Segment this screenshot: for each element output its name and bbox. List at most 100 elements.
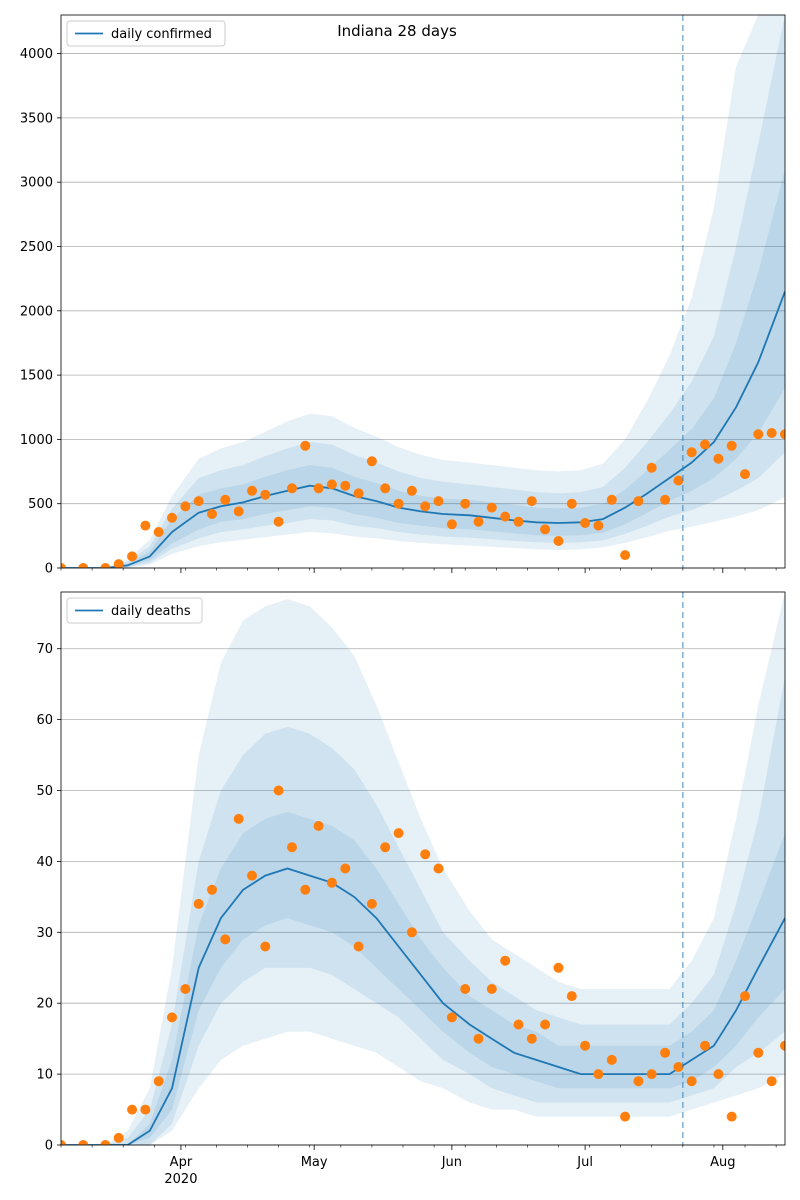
axes-frame	[60, 14, 786, 569]
observed-point	[406, 927, 417, 938]
y-tick-label: 4000	[20, 47, 53, 62]
legend: daily deaths	[66, 597, 203, 624]
observed-point	[473, 1033, 484, 1044]
observed-point	[580, 1040, 591, 1051]
observed-point	[553, 536, 564, 546]
y-tick-label: 500	[28, 497, 53, 512]
observed-point	[313, 821, 324, 831]
observed-point	[686, 447, 697, 458]
observed-point	[380, 483, 391, 494]
observed-point	[460, 984, 471, 994]
axes-frame	[60, 591, 786, 1146]
observed-point	[207, 884, 217, 895]
observed-point	[673, 1062, 684, 1072]
median-line	[61, 867, 785, 1145]
observed-point	[446, 519, 457, 530]
observed-point	[393, 498, 404, 509]
observed-point	[620, 1111, 631, 1122]
y-tick-label: 1000	[20, 433, 53, 448]
observed-point	[127, 1104, 138, 1115]
observed-point	[513, 1019, 524, 1030]
observed-point	[127, 551, 138, 562]
x-tick-label: Jun	[441, 1155, 462, 1170]
x-tick-label: Aug	[710, 1155, 735, 1170]
observed-point	[686, 1076, 697, 1087]
observed-point	[78, 1140, 89, 1145]
observed-point	[526, 496, 537, 507]
y-tick-label: 40	[36, 855, 53, 870]
legend-box	[66, 597, 203, 624]
observed-point	[100, 1140, 111, 1145]
observed-point	[406, 485, 417, 496]
observed-point	[660, 494, 671, 505]
observed-point	[167, 512, 177, 523]
y-tick-label: 30	[36, 926, 53, 941]
observed-point	[513, 516, 524, 527]
observed-point	[486, 502, 497, 513]
observed-point	[326, 877, 337, 888]
observed-point	[473, 516, 484, 527]
x-tick-label: Jul	[576, 1155, 593, 1170]
observed-point	[380, 842, 391, 853]
x-tick-label: May	[301, 1155, 328, 1170]
observed-point	[220, 934, 231, 945]
observed-point	[326, 479, 337, 490]
observed-point	[726, 1111, 737, 1122]
observed-point	[366, 456, 377, 467]
plot-area	[61, 15, 785, 568]
y-tick-label: 1500	[20, 369, 53, 384]
observed-point	[713, 1069, 724, 1080]
observed-point	[646, 1069, 657, 1080]
y-tick-label: 50	[36, 784, 53, 799]
observed-point	[113, 559, 124, 568]
y-tick-label: 3000	[20, 176, 53, 191]
legend-label: daily confirmed	[111, 27, 212, 42]
observed-point	[780, 1040, 785, 1051]
observed-point	[566, 498, 577, 509]
observed-point	[606, 494, 617, 505]
y-tick-label: 70	[36, 642, 53, 657]
observed-point	[353, 941, 364, 952]
observed-point	[420, 501, 431, 512]
observed-point	[420, 849, 431, 860]
y-tick-label: 2500	[20, 240, 53, 255]
observed-point	[260, 489, 271, 500]
y-tick-label: 0	[45, 1139, 53, 1154]
observed-point	[273, 516, 284, 527]
panel-daily-confirmed: 0 500 1000 1500 2000 2500 3000 3500 4000 daily co…	[20, 14, 786, 577]
observed-point	[500, 511, 511, 522]
observed-point	[247, 870, 257, 881]
observed-point	[353, 488, 364, 499]
observed-point	[580, 518, 591, 528]
observed-point	[673, 475, 684, 486]
observed-point	[180, 501, 191, 512]
observed-point	[620, 550, 631, 561]
observed-point	[140, 1104, 151, 1115]
observed-point	[593, 520, 604, 531]
observed-point	[340, 480, 351, 491]
observed-point	[540, 524, 551, 535]
observed-point	[78, 563, 89, 568]
observed-point	[446, 1012, 457, 1023]
x-tick-label: Apr	[170, 1155, 193, 1170]
observed-point	[287, 842, 297, 853]
observed-point	[153, 1076, 164, 1087]
observed-point	[273, 785, 284, 796]
observed-point	[287, 483, 297, 494]
observed-point	[486, 984, 497, 994]
observed-point	[566, 991, 577, 1002]
plot-area	[61, 592, 785, 1145]
observed-point	[766, 428, 777, 438]
observed-point	[753, 429, 764, 440]
observed-point	[780, 429, 785, 440]
legend: daily confirmed	[66, 20, 226, 47]
observed-point	[61, 563, 66, 568]
observed-point	[233, 506, 244, 517]
legend-box	[66, 20, 226, 47]
y-tick-label: 2000	[20, 304, 53, 319]
observed-point	[393, 828, 404, 839]
observed-point	[300, 440, 311, 451]
observed-point	[233, 813, 244, 824]
figure-title: Indiana 28 days	[337, 22, 457, 40]
